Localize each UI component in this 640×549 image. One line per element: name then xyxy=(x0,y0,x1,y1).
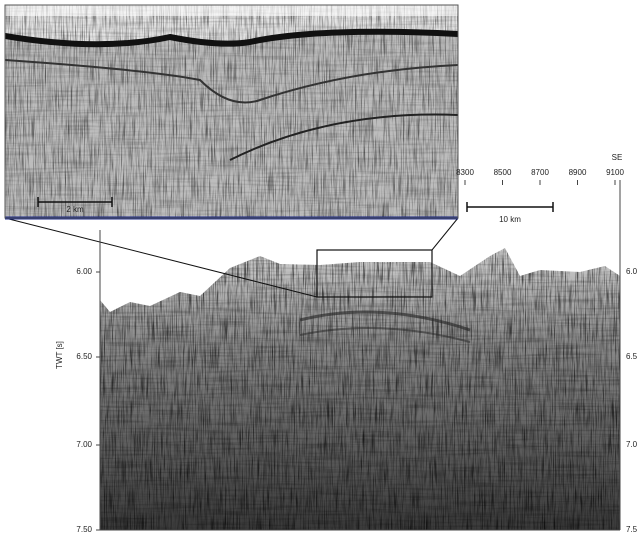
y-tick-label: 6.00 xyxy=(76,267,92,276)
connector xyxy=(5,218,317,297)
direction-label: SE xyxy=(612,153,623,162)
y-tick-label: 6.0 xyxy=(626,267,638,276)
top-tick-label: 9100 xyxy=(606,168,624,177)
top-tick-label: 8500 xyxy=(494,168,512,177)
top-tick-label: 8700 xyxy=(531,168,549,177)
connector xyxy=(432,218,458,250)
axis-title: TWT [s] xyxy=(55,341,64,369)
y-tick-label: 7.0 xyxy=(626,440,638,449)
y-tick-label: 7.50 xyxy=(76,525,92,534)
top-tick-label: 8900 xyxy=(569,168,587,177)
figure: 2 km 10 km SE TWT [s] 8300 8500 8700 8900 91… xyxy=(0,0,640,544)
y-tick-label: 7.5 xyxy=(626,525,638,534)
scale-label: 2 km xyxy=(66,205,84,214)
page: {"top_axis": {"label": "SE", "ticks": ["… xyxy=(0,0,640,549)
scale-label: 10 km xyxy=(499,215,521,224)
seismic-section xyxy=(100,240,620,530)
top-tick-label: 8300 xyxy=(456,168,474,177)
y-tick-label: 6.5 xyxy=(626,352,638,361)
inset xyxy=(5,5,458,218)
y-tick-label: 6.50 xyxy=(76,352,92,361)
y-tick-label: 7.00 xyxy=(76,440,92,449)
